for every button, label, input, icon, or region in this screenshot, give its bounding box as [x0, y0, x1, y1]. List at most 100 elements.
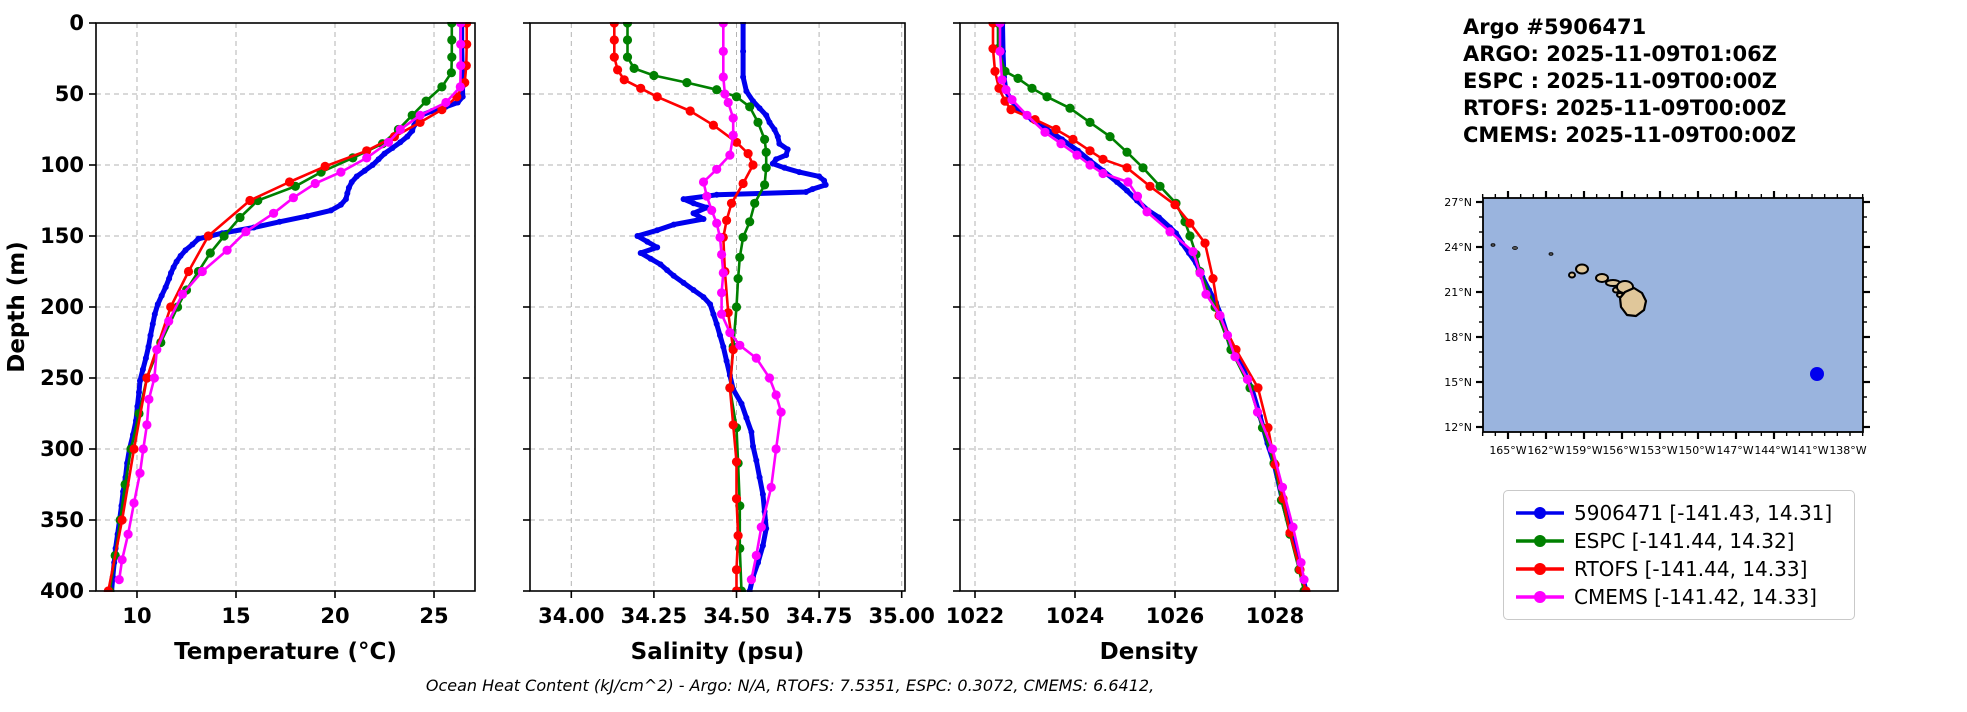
series-cmems-marker	[771, 390, 781, 400]
series-argo-marker	[634, 233, 641, 239]
series-espc-marker	[733, 274, 743, 284]
map-island-speck	[1548, 252, 1554, 256]
series-cmems-marker	[142, 420, 152, 430]
series-argo-marker	[756, 105, 763, 112]
series-argo-marker	[690, 200, 697, 207]
series-argo-marker	[139, 366, 146, 373]
series-argo-marker	[717, 332, 723, 339]
series-cmems-marker	[222, 245, 232, 255]
espc-timestamp: ESPC : 2025-11-09T00:00Z	[1463, 69, 1778, 93]
legend-swatch-argo	[1516, 507, 1564, 519]
series-argo-marker	[389, 145, 396, 151]
series-rtofs-marker	[1068, 134, 1078, 144]
series-cmems-marker	[1056, 139, 1066, 149]
x-tick-label: 1026	[1146, 604, 1204, 628]
map-lon-label: 156°W	[1602, 444, 1639, 457]
series-rtofs-marker	[731, 494, 742, 504]
series-argo-marker	[763, 112, 770, 119]
series-cmems-marker	[288, 193, 298, 203]
series-cmems-line	[117, 22, 463, 581]
series-cmems-line	[998, 22, 1306, 581]
series-cmems-marker	[197, 266, 207, 277]
series-cmems-marker	[1267, 444, 1278, 454]
series-argo-marker	[134, 403, 141, 410]
series-cmems-marker	[707, 205, 717, 215]
map-island	[1575, 263, 1589, 275]
series-rtofs-marker	[183, 266, 194, 277]
x-axis-title: Temperature (°C)	[174, 639, 397, 665]
map-lat-label: 24°N	[1444, 241, 1472, 254]
map-lon-label: 147°W	[1716, 444, 1753, 457]
series-cmems-line	[702, 22, 783, 581]
series-cmems-marker	[728, 130, 738, 140]
legend-item-rtofs: RTOFS [-141.44, 14.33]	[1514, 555, 1842, 583]
series-espc-marker	[731, 302, 742, 312]
series-argo-marker	[750, 443, 756, 450]
series-group	[988, 22, 1311, 592]
series-cmems-marker	[771, 444, 781, 454]
series-rtofs-marker	[743, 149, 753, 159]
series-cmems-marker	[728, 113, 738, 123]
series-argo-marker	[369, 162, 376, 168]
map-lon-label: 159°W	[1565, 444, 1602, 457]
series-cmems-marker	[1277, 482, 1288, 492]
series-rtofs-marker	[1185, 218, 1195, 228]
series-rtofs-marker	[609, 52, 619, 62]
series-argo-marker	[723, 358, 730, 364]
series-argo-marker	[657, 261, 664, 268]
series-cmems-marker	[1299, 575, 1309, 585]
series-argo-marker	[740, 48, 747, 55]
series-cmems-marker	[362, 153, 372, 163]
series-argo-marker	[170, 264, 177, 271]
series-cmems-marker	[395, 124, 405, 135]
x-tick-label: 20	[320, 604, 349, 628]
series-cmems-marker	[718, 72, 728, 82]
cmems-timestamp: CMEMS: 2025-11-09T00:00Z	[1463, 123, 1797, 147]
legend-marker	[1534, 591, 1546, 603]
series-cmems-marker	[129, 498, 139, 508]
series-argo-marker	[644, 238, 651, 245]
series-cmems-marker	[1072, 150, 1082, 160]
y-tick-label: 150	[40, 224, 84, 248]
series-rtofs-marker	[733, 531, 743, 541]
legend-marker	[1534, 563, 1546, 575]
series-argo-marker	[342, 196, 349, 203]
series-cmems-marker	[415, 110, 425, 120]
series-argo-marker	[816, 173, 823, 180]
series-argo-marker	[773, 156, 780, 163]
map-island-speck	[1512, 246, 1518, 250]
map-island	[1595, 273, 1609, 283]
timestamp-block: Argo #5906471 ARGO: 2025-11-09T01:06Z ES…	[1463, 14, 1796, 149]
series-cmems-marker	[1195, 268, 1205, 278]
series-espc-marker	[446, 68, 456, 78]
series-argo-marker	[189, 241, 196, 248]
series-rtofs-marker	[415, 117, 425, 127]
series-cmems-marker	[164, 316, 174, 326]
series-espc-marker	[219, 231, 229, 241]
x-tick-label: 35.00	[868, 604, 934, 628]
panel-temperature: 10 15 20 25050100150200250300350400Temperat…	[40, 11, 476, 665]
series-argo-marker	[647, 255, 654, 262]
series-espc-marker	[735, 252, 745, 262]
series-espc-marker	[731, 92, 742, 102]
series-argo-marker	[145, 343, 152, 350]
series-rtofs-marker	[725, 383, 735, 393]
series-cmems-marker	[712, 218, 722, 228]
series-argo-marker	[654, 244, 661, 251]
series-cmems-marker	[1296, 558, 1306, 568]
series-rtofs-marker	[1098, 154, 1108, 164]
series-argo-marker	[776, 140, 783, 147]
series-argo-marker	[783, 152, 790, 159]
series-rtofs-marker	[1208, 274, 1218, 284]
series-argo-marker	[755, 559, 761, 566]
series-argo-marker	[700, 216, 707, 222]
series-argo-marker	[276, 218, 283, 225]
series-cmems-marker	[766, 482, 776, 492]
series-espc-marker	[745, 217, 755, 227]
series-argo-marker	[743, 414, 750, 421]
series-rtofs-marker	[142, 373, 152, 383]
series-espc-marker	[738, 232, 748, 242]
series-cmems-marker	[751, 550, 761, 561]
series-espc-marker	[1085, 117, 1095, 127]
series-argo-marker	[796, 169, 803, 176]
